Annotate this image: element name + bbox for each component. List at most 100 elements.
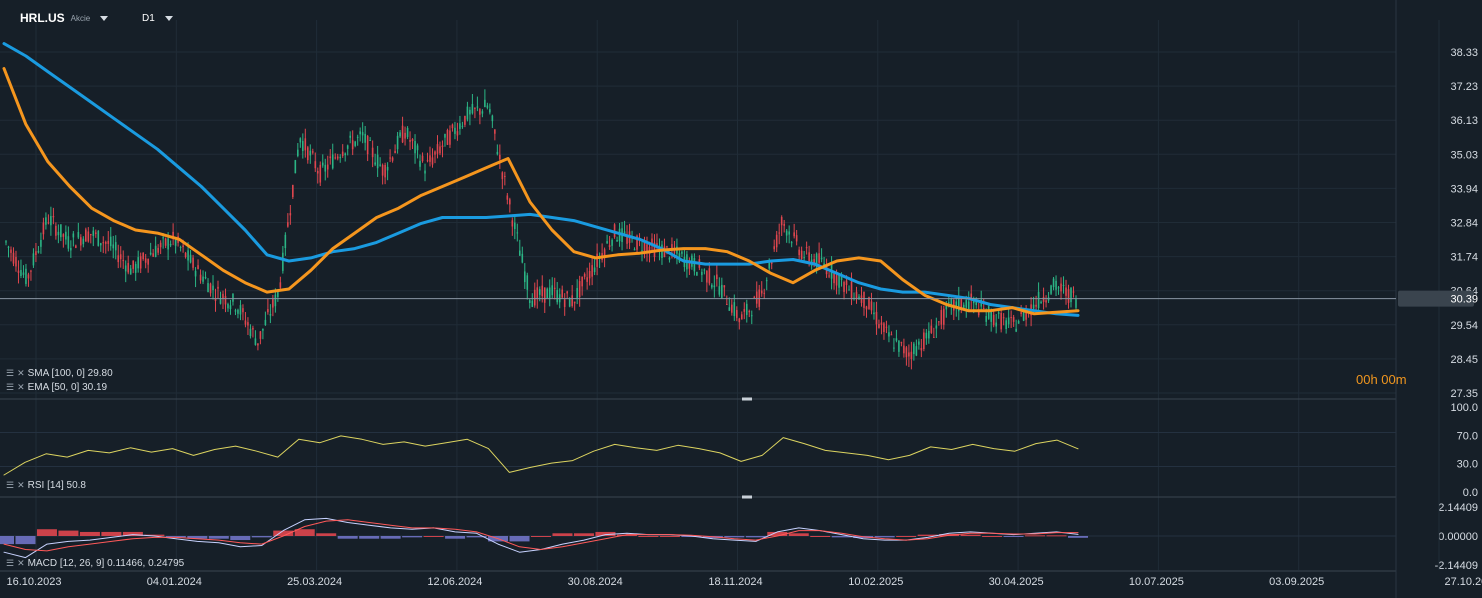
indicator-rsi[interactable]: ☰ ✕ RSI [14] 50.8 (6, 480, 86, 491)
candle-body (244, 320, 247, 325)
candle-body (45, 217, 47, 225)
candle-body (242, 308, 244, 313)
y-tick-label: 32.84 (1450, 218, 1478, 230)
x-tick-label: 18.11.2024 (708, 576, 762, 588)
candle-body (179, 247, 182, 249)
last-price-tag (1398, 290, 1474, 307)
y-tick-label: 37.23 (1450, 81, 1478, 93)
x-tick-label: 30.08.2024 (568, 576, 623, 588)
candle-body (484, 99, 486, 108)
candle-body (813, 259, 815, 264)
macd-histogram-bar (251, 536, 272, 538)
timeframe-selector[interactable]: D1 (142, 9, 173, 27)
candle-body (217, 286, 219, 289)
indicator-settings-icon[interactable]: ☰ (6, 368, 15, 378)
candle-body (504, 175, 506, 177)
candle-body (798, 249, 800, 256)
macd-histogram-bar (810, 536, 831, 537)
candle-body (733, 302, 736, 317)
candle-body (157, 247, 159, 253)
indicator-macd[interactable]: ☰ ✕ MACD [12, 26, 9] 0.11466, 0.24795 (6, 558, 184, 569)
candle-body (434, 151, 436, 155)
candle-body (573, 301, 576, 304)
candle-body (456, 131, 459, 136)
candle-body (376, 154, 379, 169)
indicator-ema[interactable]: ☰ ✕ EMA [50, 0] 30.19 (6, 382, 107, 393)
candle-body (424, 170, 426, 174)
candle-body (50, 216, 52, 226)
candle-body (873, 312, 875, 315)
candle-body (404, 132, 406, 139)
candle-body (189, 254, 192, 263)
indicator-settings-icon[interactable]: ☰ (6, 382, 15, 392)
candle-body (895, 338, 898, 341)
indicator-settings-icon[interactable]: ☰ (6, 558, 15, 568)
macd-histogram-bar (509, 536, 530, 542)
candle-body (997, 312, 1000, 314)
candle-body (845, 280, 848, 286)
candle-body (99, 243, 102, 246)
macd-histogram-bar (380, 536, 401, 539)
macd-histogram-bar (874, 536, 895, 538)
timeframe-dropdown-icon[interactable] (164, 15, 173, 21)
candle-body (491, 115, 494, 122)
candle-body (77, 232, 80, 238)
symbol-dropdown-icon[interactable] (100, 15, 109, 21)
candle-body (149, 252, 152, 255)
y-tick-label: 2.14409 (1438, 502, 1478, 514)
macd-histogram-bar (896, 536, 917, 537)
macd-histogram-bar (960, 534, 981, 536)
candle-body (172, 231, 174, 238)
indicator-sma[interactable]: ☰ ✕ SMA [100, 0] 29.80 (6, 368, 113, 379)
candle-body (878, 324, 880, 328)
macd-histogram-bar (316, 533, 337, 536)
indicator-close-icon[interactable]: ✕ (17, 382, 25, 392)
candle-body (379, 164, 381, 166)
candle-body (875, 311, 878, 325)
indicator-close-icon[interactable]: ✕ (17, 558, 25, 568)
candle-body (870, 301, 873, 311)
candle-body (646, 244, 648, 252)
candle-body (1040, 301, 1042, 304)
candle-body (329, 156, 332, 159)
candle-body (361, 132, 364, 136)
indicator-settings-icon[interactable]: ☰ (6, 480, 15, 490)
macd-histogram-bar (144, 534, 165, 536)
candle-body (15, 256, 17, 267)
candle-body (523, 271, 526, 283)
macd-histogram-bar (122, 531, 143, 536)
candle-body (778, 232, 780, 234)
candle-body (556, 290, 559, 303)
candle-body (583, 273, 586, 277)
indicator-close-icon[interactable]: ✕ (17, 368, 25, 378)
candle-body (616, 240, 618, 242)
macd-histogram-bar (573, 533, 594, 536)
candle-body (623, 231, 626, 234)
candle-body (641, 250, 643, 252)
candle-body (174, 240, 177, 246)
candle-body (82, 238, 85, 245)
macd-histogram-bar (15, 536, 36, 545)
macd-histogram-bar (1003, 536, 1024, 537)
macd-histogram-bar (982, 536, 1003, 537)
candle-body (109, 236, 112, 247)
candle-body (369, 139, 371, 141)
indicator-close-icon[interactable]: ✕ (17, 480, 25, 490)
macd-histogram-bar (58, 530, 79, 536)
y-tick-label: 30.0 (1457, 459, 1478, 471)
symbol-selector[interactable]: HRL.US Akcie (20, 9, 109, 27)
candle-body (496, 151, 499, 155)
candle-body (538, 289, 541, 295)
candle-body (204, 276, 207, 279)
candle-body (341, 151, 344, 156)
candle-body (760, 290, 763, 294)
candle-body (591, 265, 593, 277)
candle-body (297, 149, 299, 156)
candle-body (5, 241, 7, 243)
candle-body (214, 297, 217, 301)
candle-body (354, 141, 356, 146)
candle-body (441, 145, 444, 148)
candle-body (596, 253, 598, 267)
candle-body (197, 265, 199, 269)
